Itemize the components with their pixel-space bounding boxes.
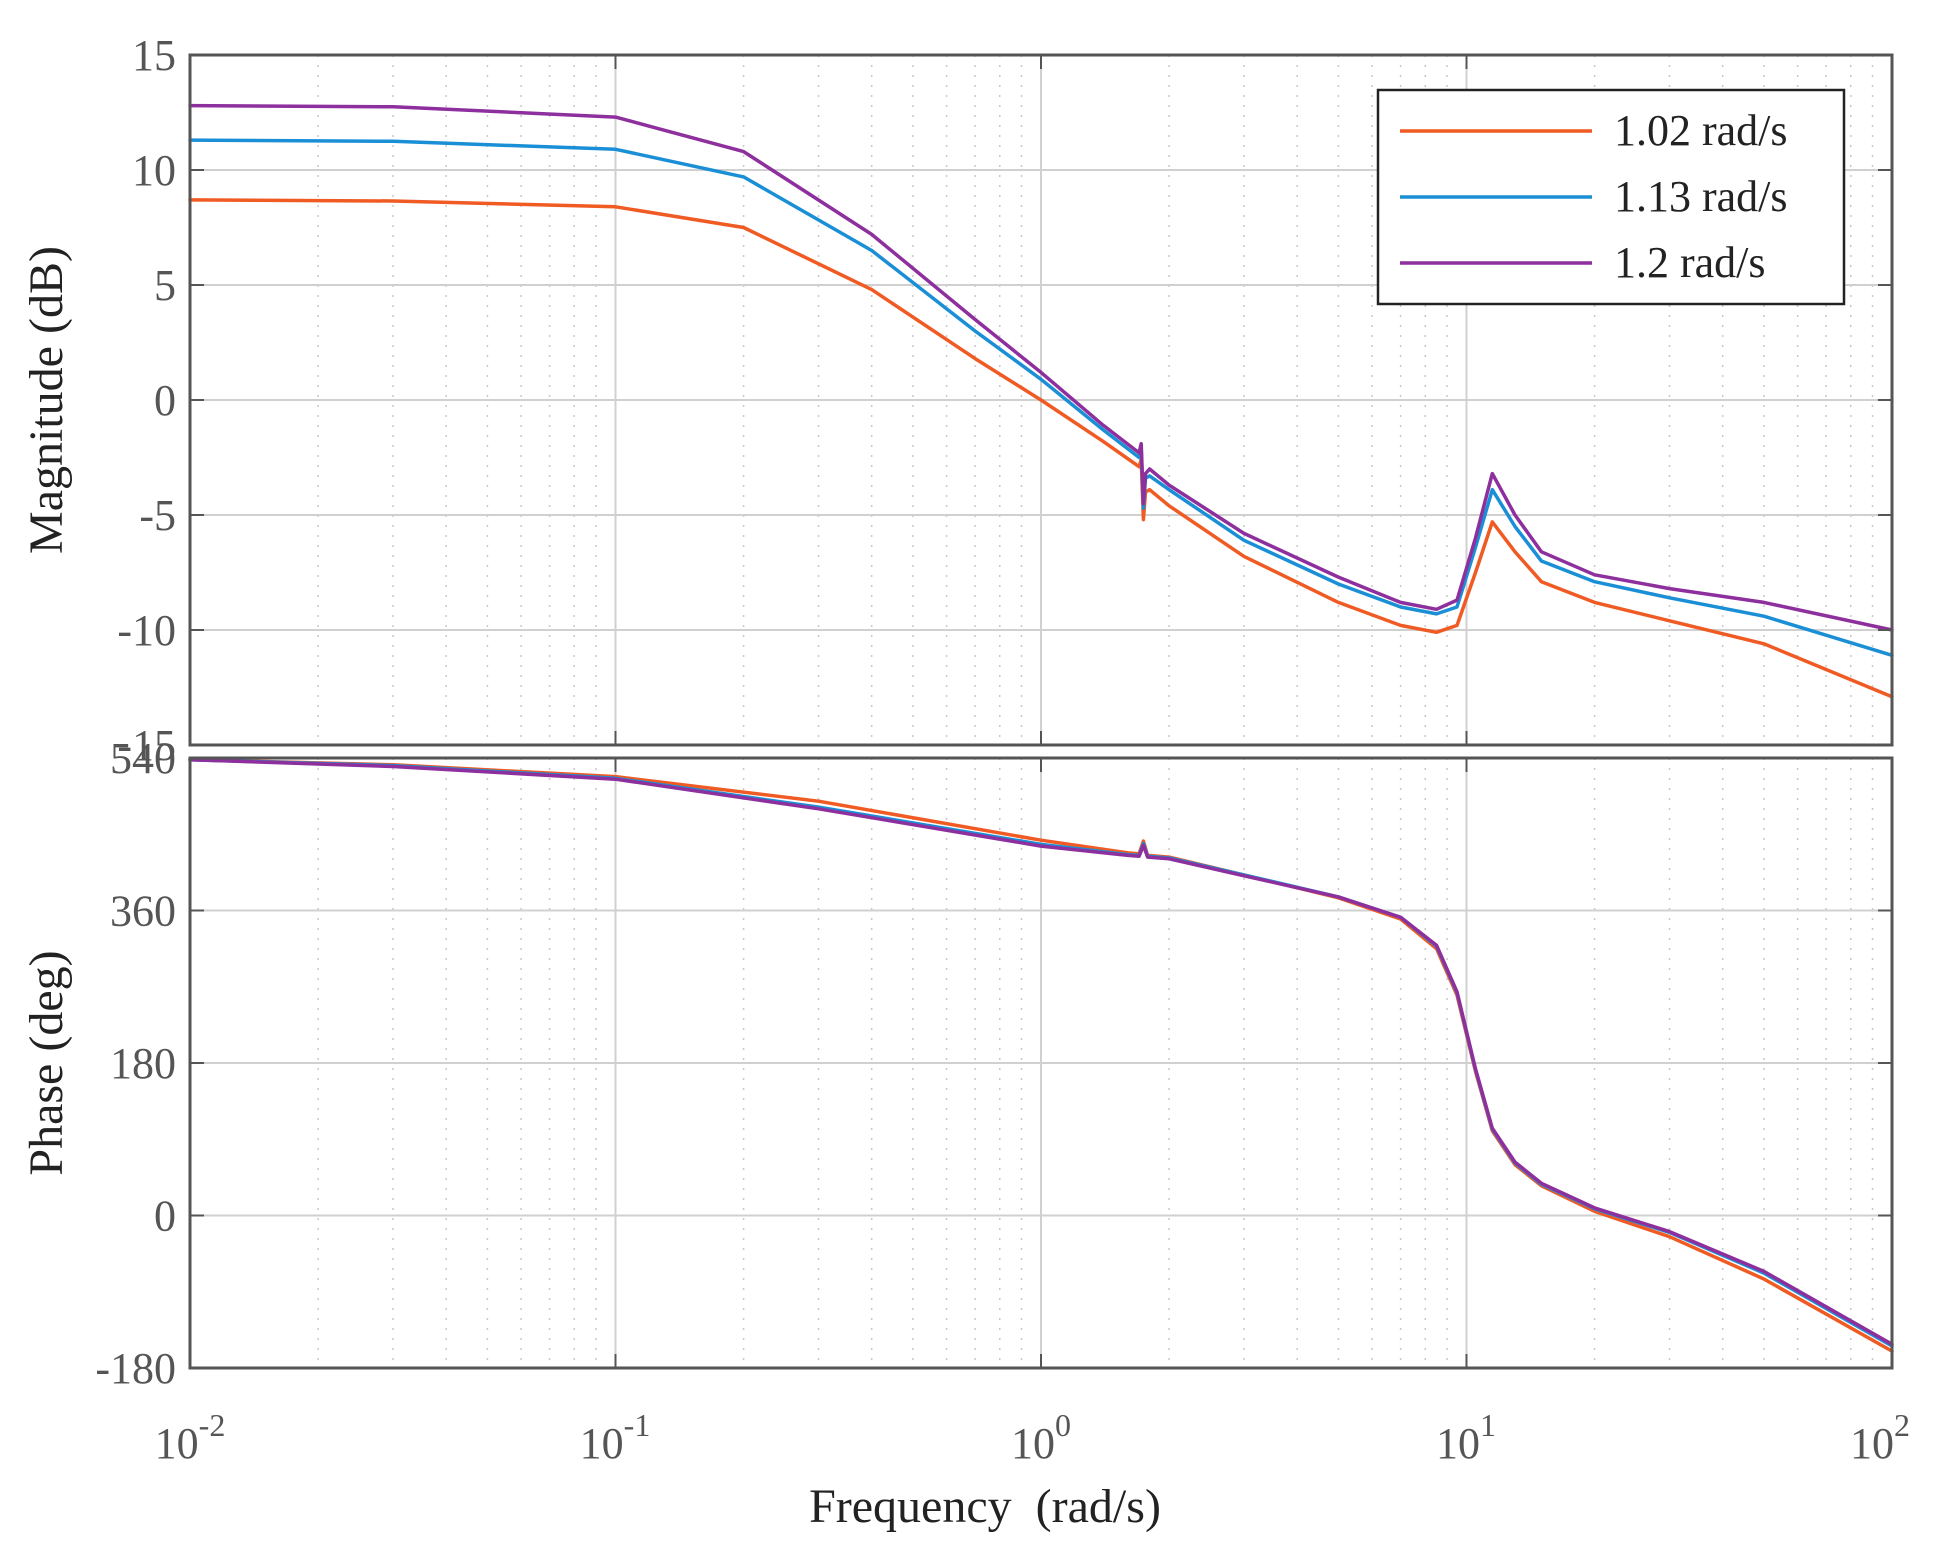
phase-y-axis-label: Phase (deg) bbox=[20, 950, 73, 1175]
magnitude-series bbox=[188, 103, 1894, 699]
phase-panel: 540 360 180 0 -180 Phase (deg) bbox=[20, 734, 1894, 1393]
magnitude-y-tick-label: 5 bbox=[154, 261, 176, 310]
magnitude-series-1-13-rad-s bbox=[188, 138, 1894, 658]
phase-y-tick-label: 360 bbox=[110, 887, 176, 936]
magnitude-panel: 15 10 5 0 -5 -10 -15 Magnitude (dB) 1.02 rad/s… bbox=[20, 31, 1894, 770]
x-tick-label: 100 bbox=[1011, 1407, 1071, 1468]
phase-series-1-2-rad-s bbox=[188, 757, 1894, 1347]
magnitude-series-1-2-rad-s bbox=[188, 103, 1894, 632]
phase-series bbox=[188, 757, 1894, 1353]
phase-y-tick-label: -180 bbox=[95, 1344, 176, 1393]
phase-y-tick-label: 180 bbox=[110, 1039, 176, 1088]
phase-y-ticks: 540 360 180 0 -180 bbox=[95, 734, 1892, 1393]
magnitude-y-ticks: 15 10 5 0 -5 -10 -15 bbox=[117, 31, 1892, 770]
frequency-x-axis-label: Frequency (rad/s) bbox=[809, 1480, 1161, 1533]
legend-label-1-02: 1.02 rad/s bbox=[1614, 106, 1788, 155]
x-tick-label: 10-1 bbox=[580, 1407, 651, 1468]
magnitude-y-tick-label: 0 bbox=[154, 376, 176, 425]
magnitude-series-1-02-rad-s bbox=[188, 198, 1894, 699]
legend: 1.02 rad/s 1.13 rad/s 1.2 rad/s bbox=[1376, 88, 1846, 306]
phase-y-tick-label: 540 bbox=[110, 734, 176, 783]
magnitude-y-tick-label: -10 bbox=[117, 606, 176, 655]
magnitude-y-tick-label: -5 bbox=[139, 491, 176, 540]
frequency-x-ticks: 10-2 10-1 100 101 102 bbox=[155, 55, 1910, 1468]
legend-label-1-13: 1.13 rad/s bbox=[1614, 172, 1788, 221]
x-tick-label: 10-2 bbox=[155, 1407, 226, 1468]
magnitude-y-tick-label: -15 bbox=[117, 721, 176, 770]
x-tick-label: 102 bbox=[1850, 1407, 1910, 1468]
magnitude-y-axis-label: Magnitude (dB) bbox=[20, 246, 73, 554]
legend-label-1-2: 1.2 rad/s bbox=[1614, 238, 1766, 287]
magnitude-y-tick-label: 10 bbox=[132, 146, 176, 195]
magnitude-y-tick-label: 15 bbox=[132, 31, 176, 80]
phase-y-tick-label: 0 bbox=[154, 1192, 176, 1241]
phase-grid bbox=[190, 758, 1892, 1368]
x-tick-label: 101 bbox=[1436, 1407, 1496, 1468]
